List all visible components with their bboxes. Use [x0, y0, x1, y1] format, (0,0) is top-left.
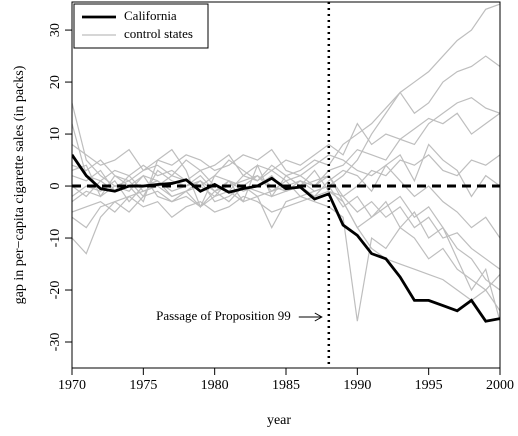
x-tick-label: 1975 — [129, 378, 157, 393]
california-line — [72, 154, 500, 323]
control-line — [72, 96, 500, 192]
x-tick-label: 1970 — [58, 378, 86, 393]
y-tick-label: 30 — [48, 23, 63, 37]
control-line — [72, 143, 500, 239]
legend-label: control states — [124, 26, 193, 41]
x-tick-label: 1980 — [201, 378, 229, 393]
x-tick-label: 1990 — [343, 378, 371, 393]
x-tick-label: 1985 — [272, 378, 300, 393]
control-line — [72, 174, 500, 312]
control-line — [72, 174, 500, 322]
x-axis-label: year — [267, 413, 291, 428]
annotation: Passage of Proposition 99 — [156, 308, 291, 323]
x-tick-label: 2000 — [486, 378, 514, 393]
y-tick-label: -10 — [48, 229, 63, 248]
y-tick-label: -30 — [48, 333, 63, 352]
x-tick-label: 1995 — [415, 378, 443, 393]
control-line — [72, 154, 500, 219]
plot-area — [72, 2, 500, 368]
legend-box — [73, 3, 209, 49]
y-axis-label: gap in per−capita cigarette sales (in pa… — [12, 65, 27, 304]
legend-label: California — [124, 8, 177, 23]
control-line — [72, 148, 500, 291]
y-tick-label: 20 — [48, 75, 63, 89]
y-tick-label: -20 — [48, 281, 63, 300]
y-tick-label: 0 — [48, 183, 63, 190]
annotation-arrowhead — [314, 312, 323, 322]
y-tick-label: 10 — [48, 127, 63, 141]
